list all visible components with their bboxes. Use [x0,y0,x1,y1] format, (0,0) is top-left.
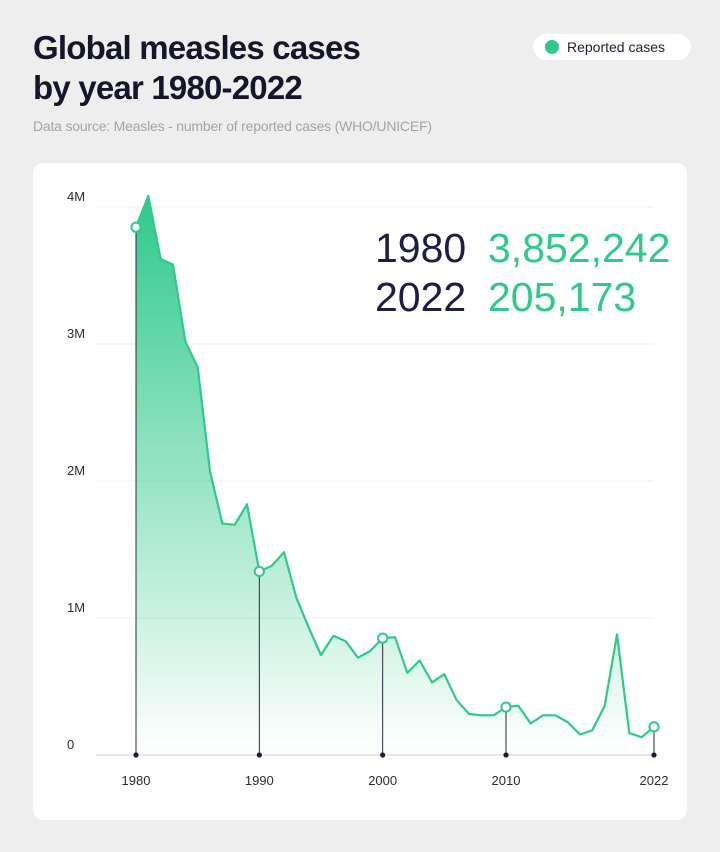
y-tick-label: 4M [67,189,85,204]
y-tick-label: 3M [67,326,85,341]
axis-dot [651,752,657,758]
x-tick-label: 2010 [492,773,521,788]
callout-year-1: 1980 [375,225,466,271]
data-point-marker [500,701,512,713]
legend: Reported cases [533,34,691,60]
y-tick-label: 2M [67,463,85,478]
x-tick-label: 1980 [122,773,151,788]
legend-swatch [545,40,559,54]
x-tick-label: 2000 [368,773,397,788]
series-line [134,194,655,739]
chart-subtitle: Data source: Measles - number of reporte… [33,118,432,134]
y-tick-label: 1M [67,600,85,615]
y-tick-label: 0 [67,737,74,752]
data-point-marker [377,632,389,644]
axis-dot [380,752,386,758]
series-area [136,196,654,755]
legend-label: Reported cases [567,39,666,55]
data-point-marker [253,565,265,578]
chart-title: Global measles cases by year 1980-2022 [33,28,361,108]
callout-value-2: 205,173 [488,274,636,320]
data-point-marker [648,721,660,733]
title-line-1: Global measles cases [33,29,361,66]
axis-dot [503,752,509,758]
callout-value-1: 3,852,242 [488,225,670,271]
x-tick-label: 1990 [245,773,274,788]
axis-dot [133,752,139,758]
x-tick-label: 2022 [640,773,669,788]
title-line-2: by year 1980-2022 [33,69,303,106]
callout-year-2: 2022 [375,274,466,320]
data-point-marker [130,221,142,233]
axis-dot [256,752,262,758]
